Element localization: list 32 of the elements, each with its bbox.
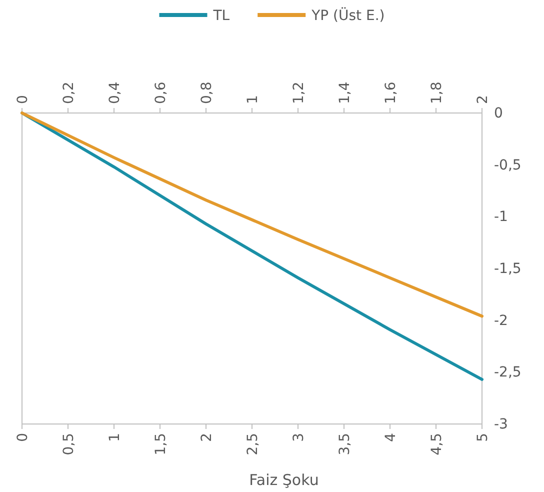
x2-tick-label: 1,8 — [428, 82, 445, 104]
x2-tick-label: 1,4 — [336, 82, 353, 104]
y-tick-label: -1 — [494, 209, 508, 226]
x2-tick-label: 0,8 — [198, 82, 215, 104]
x-tick-label: 2,5 — [244, 433, 261, 456]
x2-tick-label: 1,2 — [290, 82, 307, 104]
y-tick-label: -2,5 — [494, 364, 522, 381]
x-tick-label: 0,5 — [60, 433, 77, 456]
x-tick-label: 2 — [198, 433, 215, 442]
legend-label: TL — [212, 8, 230, 24]
x-tick-label: 3 — [290, 433, 307, 442]
x2-tick-label: 2 — [474, 95, 491, 104]
x2-tick-label: 0,4 — [106, 82, 123, 104]
y-tick-label: -3 — [494, 416, 508, 432]
x-tick-label: 4 — [382, 432, 399, 442]
x-tick-label: 5 — [474, 433, 491, 442]
x-tick-label: 4,5 — [428, 433, 445, 456]
x2-tick-label: 0 — [14, 95, 31, 104]
legend-label: YP (Üst E.) — [310, 7, 385, 24]
x2-tick-label: 0,2 — [60, 82, 77, 104]
y-tick-label: -2 — [494, 312, 508, 329]
y-tick-label: -0,5 — [494, 157, 522, 174]
x-tick-label: 0 — [14, 433, 31, 442]
x2-tick-label: 0,6 — [152, 82, 169, 104]
x-axis-title: Faiz Şoku — [249, 471, 319, 489]
x-tick-label: 3,5 — [336, 433, 353, 456]
x-tick-label: 1 — [106, 433, 123, 442]
x2-tick-label: 1 — [244, 95, 261, 104]
y-tick-label: -1,5 — [494, 260, 522, 277]
y-tick-label: 0 — [494, 105, 503, 122]
x2-tick-label: 1,6 — [382, 82, 399, 104]
x-tick-label: 1,5 — [152, 433, 169, 456]
